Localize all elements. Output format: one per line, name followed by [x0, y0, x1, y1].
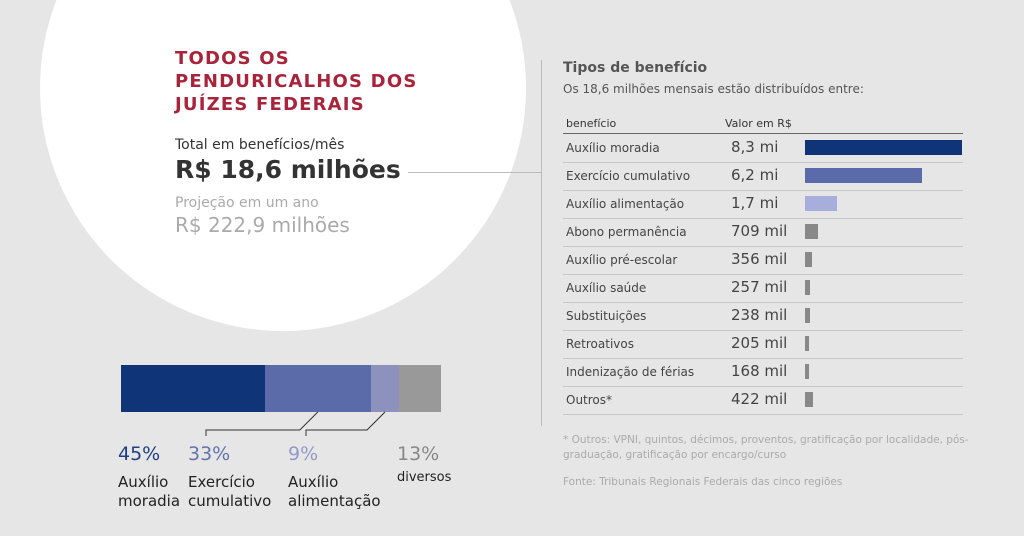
table-row: Auxílio moradia 8,3 mi: [563, 134, 963, 163]
benefit-bar: [805, 336, 809, 351]
benefit-name: Auxílio pré-escolar: [566, 253, 678, 267]
headline-title-line: TODOS OS: [175, 48, 290, 69]
benefit-value: 205 mil: [731, 334, 788, 352]
connector-line: [408, 172, 541, 173]
benefit-name: Abono permanência: [566, 225, 687, 239]
share-segment: [121, 365, 265, 412]
share-category: diversos: [397, 468, 451, 487]
share-category: Auxílio alimentação: [288, 473, 381, 511]
table-row: Abono permanência 709 mil: [563, 218, 963, 247]
column-header-value: Valor em R$: [725, 117, 792, 130]
share-category: Auxílio moradia: [118, 473, 180, 511]
benefit-bar: [805, 308, 810, 323]
table-row: Auxílio pré-escolar 356 mil: [563, 246, 963, 275]
table-row: Exercício cumulativo 6,2 mi: [563, 162, 963, 191]
benefit-bar: [805, 140, 962, 155]
share-percent: 9%: [288, 443, 319, 465]
benefit-value: 422 mil: [731, 390, 788, 408]
benefit-bar: [805, 168, 923, 183]
share-percent: 13%: [397, 443, 440, 465]
share-category: Exercício cumulativo: [188, 473, 271, 511]
benefit-value: 168 mil: [731, 362, 788, 380]
share-category-line: Exercício: [188, 473, 255, 491]
table-row: Auxílio alimentação 1,7 mi: [563, 190, 963, 219]
share-category-line: cumulativo: [188, 492, 272, 510]
table-row: Indenização de férias 168 mil: [563, 358, 963, 387]
benefit-name: Auxílio saúde: [566, 281, 647, 295]
benefit-bar: [805, 196, 838, 211]
headline-title-line: PENDURICALHOS DOS: [175, 71, 418, 92]
section-title: Tipos de benefício: [563, 60, 708, 76]
benefit-name: Auxílio moradia: [566, 141, 660, 155]
share-segment: [399, 365, 441, 412]
source-note: Fonte: Tribunais Regionais Federais das …: [563, 476, 843, 488]
table-row: Auxílio saúde 257 mil: [563, 274, 963, 303]
share-segment: [265, 365, 371, 412]
benefit-bar: [805, 280, 810, 295]
share-category-line: moradia: [118, 492, 181, 510]
share-segment: [370, 365, 400, 412]
table-row: Outros* 422 mil: [563, 386, 963, 415]
benefit-value: 1,7 mi: [731, 194, 779, 212]
benefit-value: 238 mil: [731, 306, 788, 324]
benefit-name: Substituições: [566, 309, 647, 323]
benefit-name: Outros*: [566, 393, 613, 407]
share-category-line: alimentação: [288, 492, 381, 510]
projection-value: R$ 222,9 milhões: [175, 213, 350, 237]
benefit-bar: [805, 364, 809, 379]
header-rule: [563, 133, 963, 134]
column-header-benefit: benefício: [566, 117, 617, 130]
share-category-line: Auxílio: [118, 473, 169, 491]
section-subtitle: Os 18,6 milhões mensais estão distribuíd…: [563, 82, 864, 96]
benefit-name: Exercício cumulativo: [566, 169, 691, 183]
benefit-bar: [805, 392, 813, 407]
footnote: * Outros: VPNI, quintos, décimos, proven…: [563, 434, 969, 461]
total-label: Total em benefícios/mês: [175, 137, 345, 153]
headline-title-line: JUÍZES FEDERAIS: [175, 94, 365, 115]
table-row: Retroativos 205 mil: [563, 330, 963, 359]
benefit-bar: [805, 224, 819, 239]
share-percent: 33%: [188, 443, 231, 465]
section-divider: [541, 60, 542, 426]
share-category-line: diversos: [397, 470, 452, 485]
headline-title: TODOS OS PENDURICALHOS DOS JUÍZES FEDERA…: [175, 47, 435, 116]
benefit-name: Auxílio alimentação: [566, 197, 685, 211]
benefit-value: 6,2 mi: [731, 166, 779, 184]
benefit-value: 356 mil: [731, 250, 788, 268]
table-row: Substituições 238 mil: [563, 302, 963, 331]
benefit-value: 257 mil: [731, 278, 788, 296]
share-percent: 45%: [118, 443, 161, 465]
benefit-value: 709 mil: [731, 222, 788, 240]
projection-label: Projeção em um ano: [175, 195, 319, 211]
benefit-bar: [805, 252, 812, 267]
total-value: R$ 18,6 milhões: [175, 155, 401, 184]
benefit-value: 8,3 mi: [731, 138, 779, 156]
stacked-share-bar: [121, 365, 441, 412]
leader-line: [305, 411, 386, 436]
benefit-name: Retroativos: [566, 337, 634, 351]
share-category-line: Auxílio: [288, 473, 339, 491]
leader-line: [205, 411, 319, 436]
benefit-name: Indenização de férias: [566, 365, 695, 379]
